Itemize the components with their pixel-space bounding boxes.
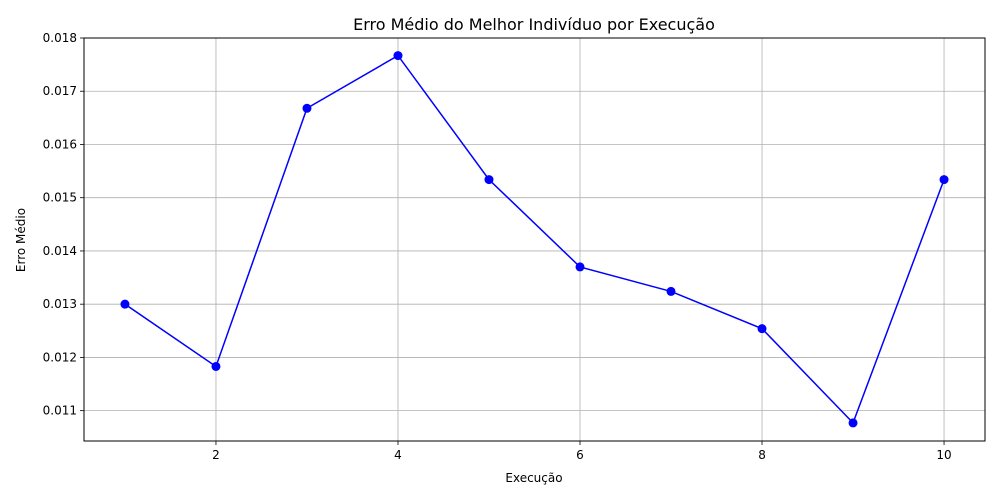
grid-lines [84,37,985,441]
x-tick-label: 8 [758,448,766,462]
y-tick-label: 0.018 [43,31,77,45]
y-tick-label: 0.014 [43,244,77,258]
y-tick-label: 0.012 [43,350,77,364]
x-tick-label: 10 [936,448,951,462]
data-point [302,103,312,113]
x-axis-title: Execução [505,471,562,485]
y-tick-label: 0.015 [43,191,77,205]
data-point [939,175,949,185]
data-point [120,299,130,309]
x-tick-label: 2 [212,448,220,462]
plot-area-frame [83,37,986,442]
y-tick-label: 0.011 [43,404,77,418]
data-point [393,51,403,61]
data-point [575,262,585,272]
y-tick-label: 0.017 [43,84,77,98]
y-axis-title: Erro Médio [14,208,28,272]
y-tick-label: 0.016 [43,137,77,151]
data-series [120,51,949,428]
y-tick-label: 0.013 [43,297,77,311]
axis-ticks: 2 4 6 8 10 0.011 0.012 0.013 0.014 0.015 0.016 0.01… [43,31,952,462]
data-point [848,418,858,428]
data-point [484,175,494,185]
data-point [211,361,221,371]
data-point [666,286,676,296]
data-point [757,324,767,334]
x-tick-label: 6 [576,448,584,462]
x-tick-label: 4 [394,448,402,462]
series-line [124,54,945,425]
chart-title: Erro Médio do Melhor Indivíduo por Execu… [353,15,715,34]
